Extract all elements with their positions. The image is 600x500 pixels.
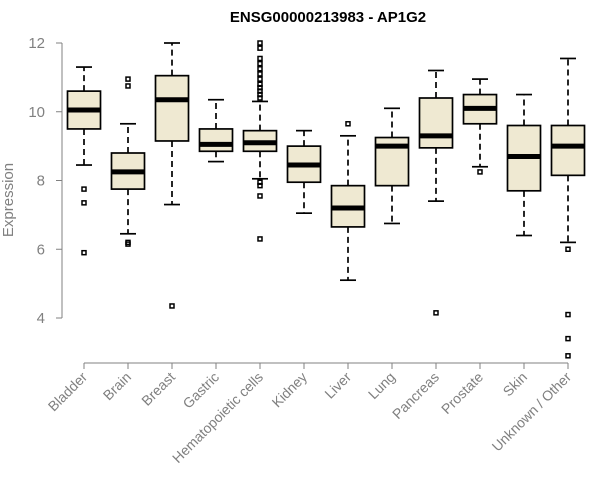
- box-group: [418, 69, 454, 316]
- x-tick-label: Gastric: [179, 369, 222, 412]
- y-axis: 4 6 8 10 12: [28, 35, 63, 327]
- outlier-point: [125, 76, 131, 82]
- x-tick-label: Breast: [138, 369, 178, 409]
- outlier-point: [257, 95, 263, 101]
- outlier-point: [257, 55, 263, 62]
- x-tick-label: Skin: [500, 369, 531, 400]
- outlier-point: [345, 121, 351, 127]
- outlier-point: [81, 200, 87, 206]
- outlier-point: [169, 303, 175, 309]
- box-group: [462, 78, 498, 175]
- x-tick-label: Kidney: [269, 369, 311, 411]
- y-tick-label: 10: [28, 104, 45, 121]
- plot-area: [66, 40, 586, 359]
- chart-title: ENSG00000213983 - AP1G2: [230, 9, 426, 26]
- box-iqr: [154, 74, 190, 142]
- box-group: [506, 93, 542, 237]
- outlier-point: [257, 76, 263, 82]
- outlier-point: [257, 40, 263, 46]
- box-iqr: [418, 97, 454, 149]
- x-tick-label: Bladder: [45, 369, 91, 415]
- box-group: [550, 57, 586, 359]
- outlier-point: [565, 353, 571, 359]
- box-group: [110, 76, 146, 247]
- box-group: [198, 98, 234, 163]
- outlier-point: [125, 83, 131, 89]
- outlier-point: [565, 246, 571, 252]
- y-tick-label: 6: [37, 241, 45, 258]
- outlier-point: [565, 311, 571, 318]
- outlier-point: [257, 66, 263, 72]
- x-tick-label: Lung: [365, 369, 398, 402]
- x-tick-label: Liver: [321, 369, 354, 402]
- x-tick-label: Brain: [100, 369, 134, 403]
- outlier-point: [257, 60, 263, 67]
- box-group: [330, 121, 366, 282]
- outlier-point: [433, 310, 439, 316]
- outlier-point: [81, 249, 87, 256]
- y-tick-label: 8: [37, 173, 45, 190]
- outlier-point: [257, 71, 263, 77]
- outlier-point: [257, 182, 263, 189]
- outlier-point: [477, 169, 483, 175]
- outlier-point: [257, 236, 263, 242]
- x-tick-label: Pancreas: [389, 369, 442, 422]
- y-tick-label: 4: [37, 310, 45, 327]
- box-iqr: [198, 128, 234, 153]
- outlier-point: [257, 193, 263, 199]
- outlier-point: [565, 335, 571, 342]
- box-iqr: [550, 124, 586, 177]
- box-group: [286, 129, 322, 215]
- x-tick-label: Prostate: [438, 369, 486, 417]
- y-axis-label: Expression: [0, 163, 17, 237]
- box-group: [66, 66, 102, 256]
- y-tick-label: 12: [28, 35, 45, 52]
- outlier-point: [257, 45, 263, 51]
- outlier-point: [81, 186, 87, 192]
- box-group: [154, 42, 190, 309]
- box-group: [242, 40, 278, 242]
- outlier-point: [125, 241, 131, 247]
- x-tick-label: Unknown / Other: [489, 369, 575, 455]
- box-group: [374, 107, 410, 225]
